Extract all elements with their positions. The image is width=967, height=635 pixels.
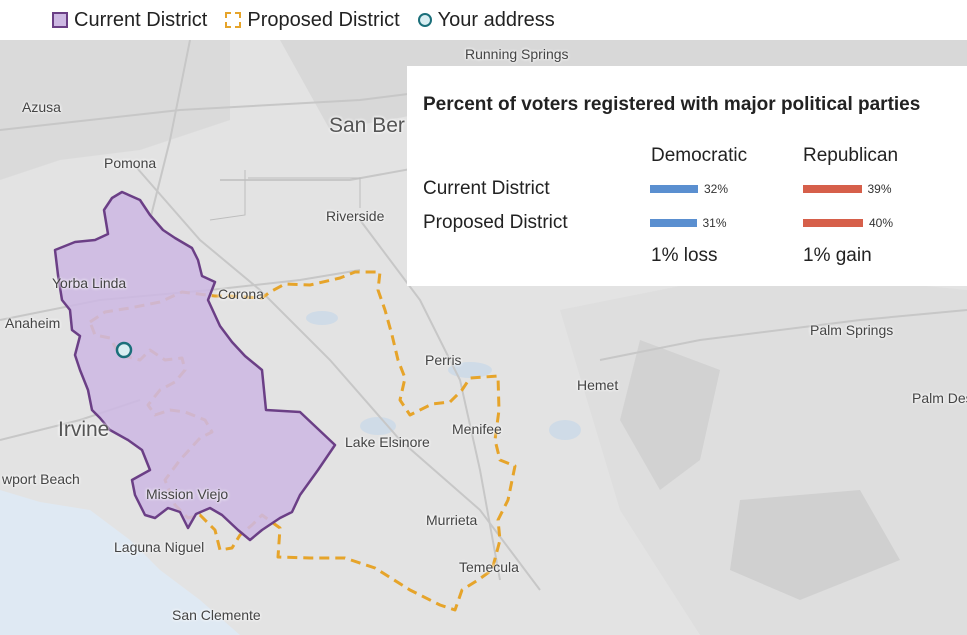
current-district-boundary <box>53 190 337 542</box>
lake-elsinore-water <box>360 417 396 435</box>
proposed-republican-value: 40% <box>869 216 894 230</box>
ocean <box>0 490 240 635</box>
place-san-bernardino: San Ber <box>329 114 405 137</box>
place-anaheim: Anaheim <box>5 315 61 331</box>
current-republican-bar <box>803 185 862 193</box>
place-laguna-niguel: Laguna Niguel <box>114 539 205 555</box>
party-registration-panel: Percent of voters registered with major … <box>407 66 967 286</box>
map-legend: Current District Proposed District Your … <box>0 0 967 40</box>
place-palm-desert: Palm Des <box>912 390 967 406</box>
proposed-democratic-bar <box>650 219 697 227</box>
place-riverside: Riverside <box>326 208 385 224</box>
place-corona: Corona <box>218 286 264 302</box>
republican-change: 1% gain <box>803 245 872 266</box>
lake-mathews <box>306 311 338 325</box>
proposed-republican: 40% <box>803 216 893 230</box>
terrain-hills <box>620 340 720 490</box>
your-address-marker[interactable] <box>115 341 133 359</box>
place-palm-springs: Palm Springs <box>810 322 894 338</box>
proposed-democratic-value: 31% <box>702 216 727 230</box>
democratic-change: 1% loss <box>651 245 718 266</box>
current-democratic-value: 32% <box>704 182 729 196</box>
proposed-democratic: 31% <box>650 216 727 230</box>
terrain-northwest <box>0 40 230 180</box>
legend-proposed-district: Proposed District <box>225 8 400 32</box>
legend-proposed-label: Proposed District <box>247 8 400 31</box>
place-mission-viejo: Mission Viejo <box>146 486 229 502</box>
district-map[interactable]: Running Springs Azusa San Ber Pomona Riv… <box>0 40 967 635</box>
place-azusa: Azusa <box>22 99 61 115</box>
current-democratic: 32% <box>650 182 728 196</box>
row-current-district-label: Current District <box>423 178 550 199</box>
place-perris: Perris <box>425 352 462 368</box>
legend-current-label: Current District <box>74 8 208 31</box>
current-republican-value: 39% <box>867 182 892 196</box>
place-san-clemente: San Clemente <box>172 607 261 623</box>
place-newport-beach: wport Beach <box>2 471 80 487</box>
place-yorba-linda: Yorba Linda <box>52 275 127 291</box>
current-republican: 39% <box>803 182 892 196</box>
diamond-valley-lake <box>549 420 581 440</box>
place-lake-elsinore: Lake Elsinore <box>345 434 430 450</box>
place-murrieta: Murrieta <box>426 512 478 528</box>
place-running-springs: Running Springs <box>465 46 569 62</box>
place-hemet: Hemet <box>577 377 619 393</box>
place-menifee: Menifee <box>452 421 502 437</box>
terrain-ridge <box>730 490 900 600</box>
row-proposed-district-label: Proposed District <box>423 212 568 233</box>
legend-address-label: Your address <box>437 8 555 31</box>
column-republican: Republican <box>803 145 899 166</box>
place-temecula: Temecula <box>459 559 519 575</box>
proposed-republican-bar <box>803 219 863 227</box>
legend-your-address: Your address <box>417 8 555 32</box>
county-lines <box>209 170 361 221</box>
proposed-district-swatch <box>225 12 242 28</box>
panel-title: Percent of voters registered with major … <box>423 94 921 115</box>
address-marker-swatch <box>417 13 432 27</box>
current-democratic-bar <box>650 185 698 193</box>
place-pomona: Pomona <box>104 155 157 171</box>
legend-current-district: Current District <box>52 9 207 32</box>
lake-perris <box>448 362 492 378</box>
place-irvine: Irvine <box>58 418 110 441</box>
current-district-swatch <box>52 12 68 28</box>
column-democratic: Democratic <box>651 145 748 166</box>
